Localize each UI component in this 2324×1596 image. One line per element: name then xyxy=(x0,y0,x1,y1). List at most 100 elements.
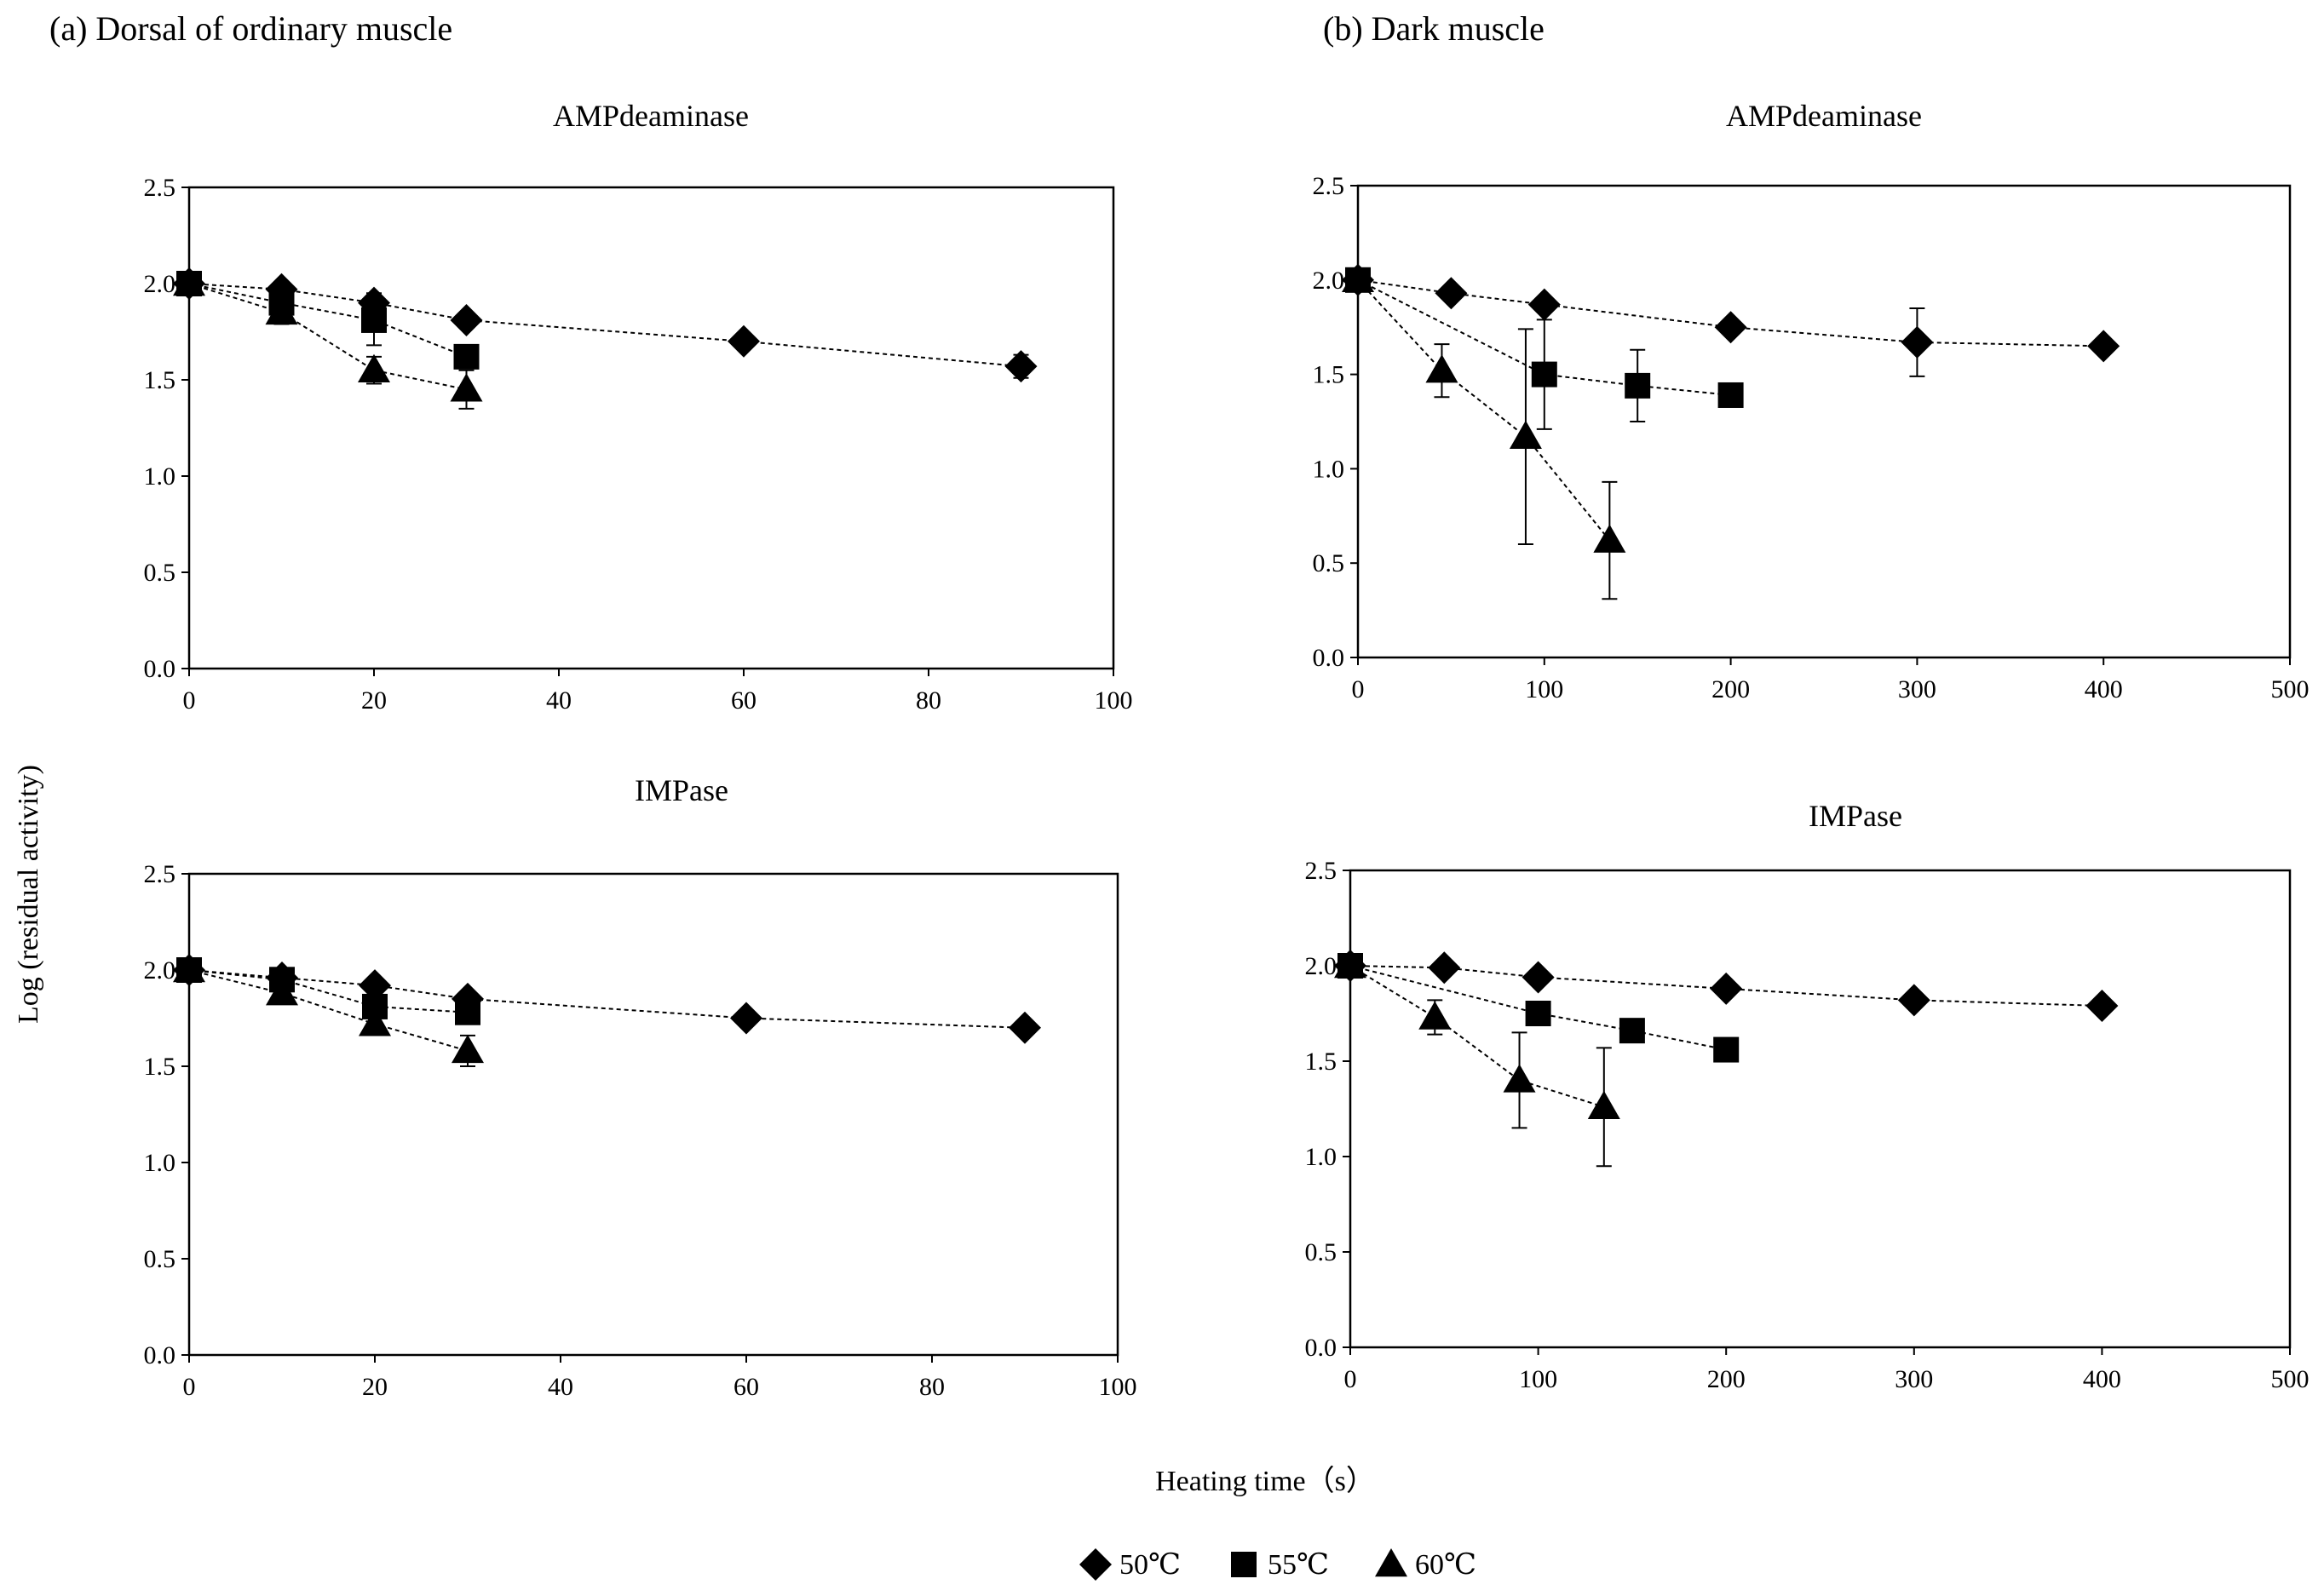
y-tick-label: 0.0 xyxy=(144,655,176,683)
data-point xyxy=(266,977,298,1006)
x-tick-label: 60 xyxy=(733,1373,759,1401)
series-line xyxy=(188,283,467,358)
plot-frame xyxy=(1349,869,2292,1349)
legend-marker-diamond xyxy=(1079,1548,1112,1581)
data-point xyxy=(730,1002,762,1035)
data-point xyxy=(173,954,205,983)
x-tick-label: 500 xyxy=(2271,675,2310,703)
data-point xyxy=(361,307,387,333)
data-point xyxy=(1714,311,1747,344)
data-point xyxy=(1004,350,1038,383)
data-point xyxy=(1009,1011,1041,1044)
data-point xyxy=(450,303,483,336)
y-tick-label: 2.5 xyxy=(144,860,176,888)
series-line xyxy=(1349,965,1727,1051)
x-tick-label: 0 xyxy=(1344,1365,1357,1393)
data-point xyxy=(1425,354,1458,383)
x-tick-label: 0 xyxy=(1352,675,1365,703)
y-tick-label: 0.5 xyxy=(1313,549,1345,577)
data-point xyxy=(1418,1001,1452,1030)
chart-panel-2: AMPdeaminase 0.0 0.5 1.0 1.5 2.0 2.5 0 100 200 300… xyxy=(1313,99,2310,703)
data-point xyxy=(453,343,480,370)
series-line xyxy=(1357,278,1731,396)
data-point xyxy=(173,267,205,296)
y-tick-label: 2.0 xyxy=(1305,952,1337,980)
legend-item: 55℃ xyxy=(1231,1549,1329,1581)
series-line xyxy=(188,969,469,1052)
legend-marker-square xyxy=(1231,1552,1257,1577)
x-tick-label: 80 xyxy=(919,1373,945,1401)
x-tick-label: 200 xyxy=(1711,675,1750,703)
data-point xyxy=(1587,1090,1620,1120)
y-tick-label: 1.5 xyxy=(144,366,176,394)
x-tick-label: 500 xyxy=(2271,1365,2310,1393)
panel-title: AMPdeaminase xyxy=(1726,99,1922,133)
x-tick-label: 100 xyxy=(1525,675,1563,703)
data-point xyxy=(1717,382,1744,408)
series-line xyxy=(1357,278,2104,347)
data-point xyxy=(358,353,390,382)
chart-panel-3: IMPase 0.0 0.5 1.0 1.5 2.0 2.5 0 20 40 60 80 100 xyxy=(144,773,1137,1401)
data-point xyxy=(1710,972,1743,1005)
series-line xyxy=(188,969,469,1013)
data-point xyxy=(2087,330,2120,363)
y-tick-label: 1.0 xyxy=(1305,1143,1337,1171)
y-tick-label: 0.0 xyxy=(144,1341,176,1369)
series-3 xyxy=(1342,263,1626,600)
panel-title: IMPase xyxy=(1809,799,1902,833)
legend-marker-triangle xyxy=(1375,1548,1407,1577)
x-tick-label: 0 xyxy=(183,686,196,715)
legend: 50℃ 55℃ 60℃ xyxy=(1079,1548,1476,1581)
series-1 xyxy=(173,954,1041,1044)
plot-frame xyxy=(187,872,1119,1357)
x-tick-label: 100 xyxy=(1095,686,1133,715)
x-tick-label: 200 xyxy=(1707,1365,1746,1393)
section-label-b: (b) Dark muscle xyxy=(1323,9,1545,48)
x-tick-label: 100 xyxy=(1099,1373,1137,1401)
y-tick-label: 0.0 xyxy=(1313,644,1345,672)
series-1 xyxy=(173,267,1038,383)
series-2 xyxy=(176,957,480,1025)
series-1 xyxy=(1342,263,2120,377)
y-axis-label: Log (residual activity) xyxy=(13,765,44,1024)
y-tick-label: 2.0 xyxy=(144,956,176,985)
y-tick-label: 1.5 xyxy=(1305,1048,1337,1076)
series-line xyxy=(188,969,1026,1029)
data-point xyxy=(1334,950,1366,979)
data-point xyxy=(452,1034,484,1064)
y-tick-label: 2.0 xyxy=(144,270,176,298)
x-tick-label: 80 xyxy=(916,686,941,715)
data-point xyxy=(450,373,483,402)
y-tick-label: 0.5 xyxy=(144,559,176,587)
series-2 xyxy=(1345,267,1744,430)
x-tick-label: 60 xyxy=(731,686,756,715)
plot-frame xyxy=(187,186,1115,670)
data-point xyxy=(1619,1018,1645,1044)
x-tick-label: 40 xyxy=(548,1373,573,1401)
data-point xyxy=(1625,372,1651,399)
y-tick-label: 1.0 xyxy=(144,1149,176,1177)
panel-title: AMPdeaminase xyxy=(553,99,749,133)
data-point xyxy=(1527,288,1561,321)
series-line xyxy=(1357,279,1611,542)
series-3 xyxy=(173,954,484,1067)
data-point xyxy=(1435,277,1468,310)
data-point xyxy=(359,969,391,1002)
data-point xyxy=(1509,420,1542,449)
x-tick-label: 0 xyxy=(183,1373,196,1401)
data-point xyxy=(1713,1036,1740,1063)
y-tick-label: 0.5 xyxy=(144,1245,176,1273)
x-axis-label: Heating time（s） xyxy=(1155,1465,1375,1497)
series-line xyxy=(188,283,467,391)
y-tick-label: 2.5 xyxy=(1313,172,1345,200)
x-tick-label: 100 xyxy=(1519,1365,1557,1393)
data-point xyxy=(1531,361,1557,388)
y-tick-label: 0.0 xyxy=(1305,1334,1337,1362)
y-tick-label: 2.5 xyxy=(144,174,176,202)
series-3 xyxy=(1334,950,1620,1168)
series-line xyxy=(188,283,1021,368)
data-point xyxy=(265,296,298,325)
legend-item: 50℃ xyxy=(1079,1548,1181,1581)
chart-panel-4: IMPase 0.0 0.5 1.0 1.5 2.0 2.5 0 100 200 300 400 500 xyxy=(1305,799,2310,1393)
data-point xyxy=(728,324,760,358)
